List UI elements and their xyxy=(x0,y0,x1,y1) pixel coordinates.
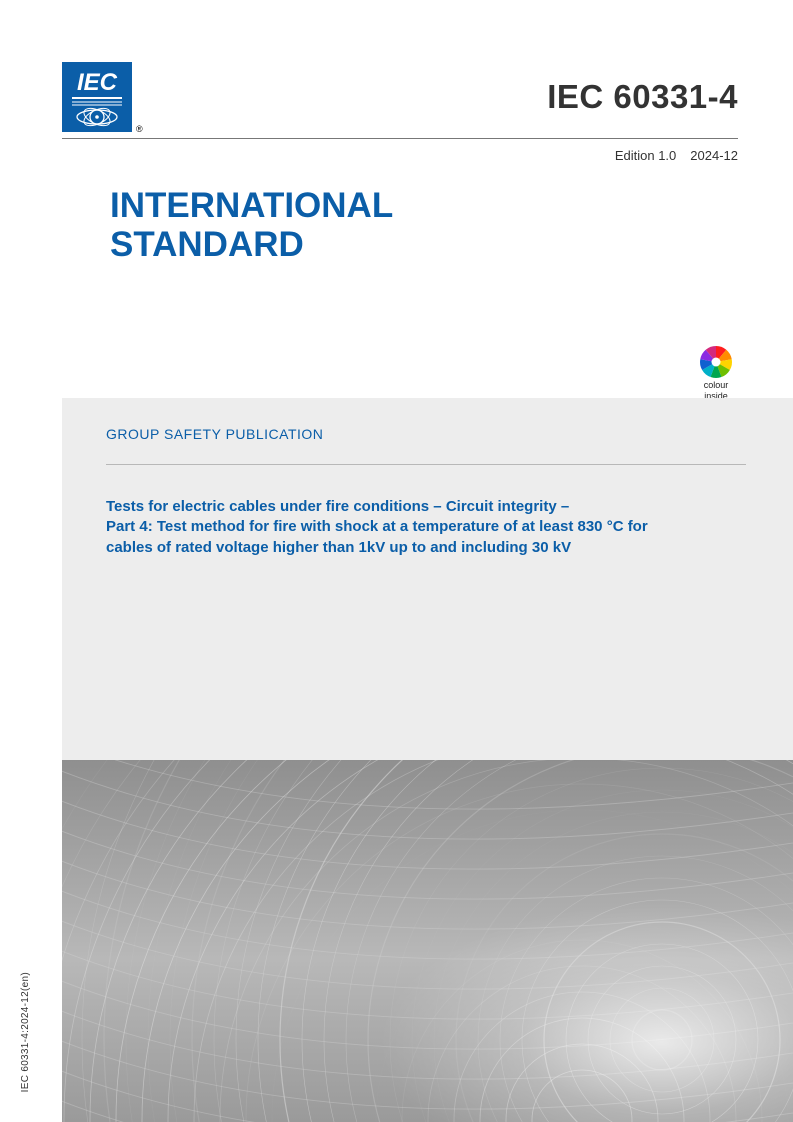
spine-reference: IEC 60331-4:2024-12(en) xyxy=(20,972,31,1092)
header-rule xyxy=(62,138,738,139)
logo-text: IEC xyxy=(77,69,118,96)
title-line2: Part 4: Test method for fire with shock … xyxy=(106,517,746,537)
standard-code: IEC 60331-4 xyxy=(547,78,738,116)
decorative-graphic xyxy=(62,760,793,1122)
edition-label: Edition 1.0 xyxy=(615,148,676,163)
colour-wheel-icon xyxy=(699,345,733,379)
heading-line2: STANDARD xyxy=(110,225,393,264)
colour-inside-badge: colour inside xyxy=(699,345,733,402)
title-panel: GROUP SAFETY PUBLICATION Tests for elect… xyxy=(62,398,793,760)
colour-badge-line1: colour xyxy=(699,381,733,390)
group-safety-label: GROUP SAFETY PUBLICATION xyxy=(106,426,749,442)
registered-mark: ® xyxy=(136,124,143,134)
document-type-heading: INTERNATIONAL STANDARD xyxy=(110,186,393,264)
cover-page: IEC ® IEC 60331-4 Edition 1.0 2024-12 INT… xyxy=(0,0,793,1122)
iec-logo: IEC xyxy=(62,62,132,132)
panel-rule xyxy=(106,464,746,465)
edition-line: Edition 1.0 2024-12 xyxy=(615,148,738,163)
standard-title: Tests for electric cables under fire con… xyxy=(106,497,746,558)
heading-line1: INTERNATIONAL xyxy=(110,186,393,225)
edition-date: 2024-12 xyxy=(690,148,738,163)
title-line1: Tests for electric cables under fire con… xyxy=(106,497,746,517)
title-line3: cables of rated voltage higher than 1kV … xyxy=(106,538,746,558)
